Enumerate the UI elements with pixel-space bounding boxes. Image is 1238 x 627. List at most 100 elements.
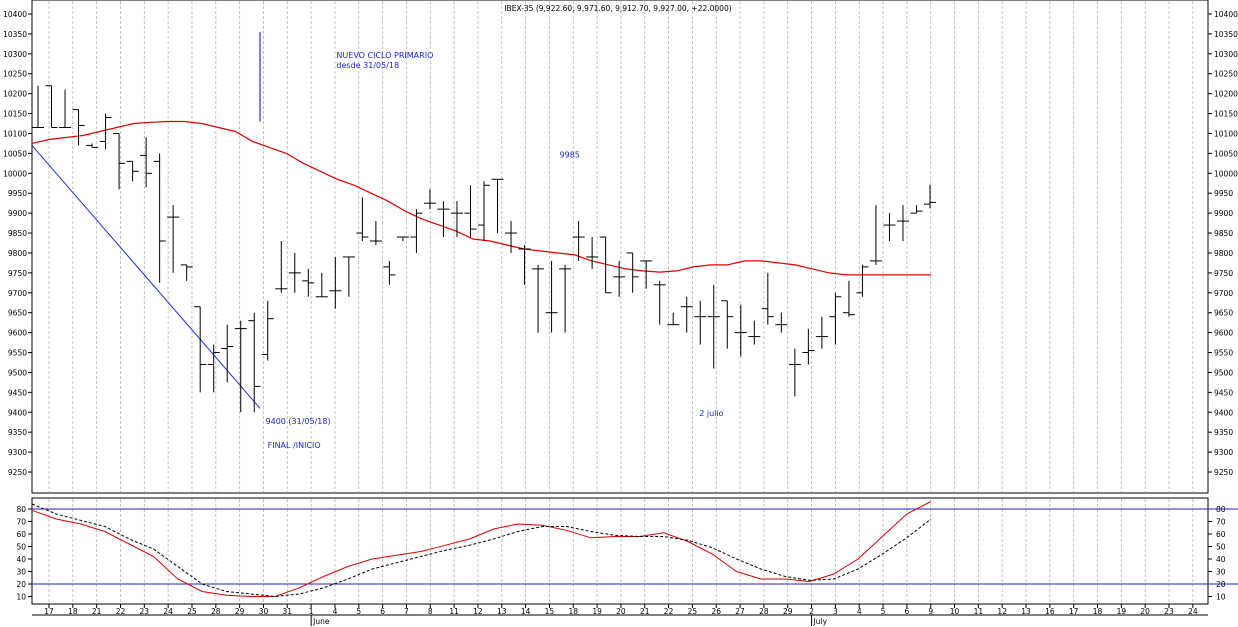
ohlc-bar [545, 260, 558, 333]
ohlc-bar [329, 256, 342, 309]
x-tick-label: 28 [759, 607, 769, 616]
y-tick-label: 9300 [1214, 448, 1233, 457]
x-tick-label: 18 [568, 607, 578, 616]
ohlc-bar [369, 221, 382, 245]
x-tick-label: 19 [1117, 607, 1127, 616]
month-label: June [312, 617, 330, 626]
y-tick-label: 9900 [1214, 209, 1233, 218]
x-tick-label: 20 [616, 607, 626, 616]
ohlc-bar [910, 205, 923, 214]
ohlc-bar [113, 132, 126, 190]
y-tick-label: 9400 [8, 408, 27, 417]
ohlc-bar [842, 280, 855, 317]
ohlc-bar [194, 306, 207, 393]
y-tick-label: 10000 [3, 169, 27, 178]
price-frame [31, 0, 1209, 494]
x-tick-label: 11 [449, 607, 459, 616]
y-tick-label: 10350 [1214, 30, 1238, 39]
y-tick-label: 9600 [8, 329, 27, 338]
y-tick-label: 9800 [8, 249, 27, 258]
ohlc-bar [788, 348, 801, 397]
x-tick-label: 20 [1140, 607, 1150, 616]
ohlc-bar [775, 312, 788, 333]
x-tick-label: 24 [1188, 607, 1198, 616]
ohlc-bar [613, 260, 626, 297]
ohlc-bar [59, 89, 72, 129]
ohlc-bar [410, 209, 423, 253]
y-tick-label: 10150 [1214, 110, 1238, 119]
y-tick-label: 9850 [1214, 229, 1233, 238]
ohlc-bar [248, 312, 261, 413]
annotation-label: FINAL /INICIO [268, 441, 321, 450]
ohlc-bar [315, 272, 328, 298]
y-tick-label: 10400 [3, 10, 27, 19]
ohlc-bar [748, 320, 761, 345]
x-tick-label: 23 [1164, 607, 1174, 616]
ohlc-bar [302, 268, 315, 297]
y-tick-label: 9600 [1214, 329, 1233, 338]
x-tick-label: 15 [545, 607, 555, 616]
ohlc-bar [167, 205, 180, 273]
ohlc-bar [734, 304, 747, 357]
y-tick-label: 40 [16, 555, 26, 564]
y-tick-label: 70 [16, 518, 26, 527]
ohlc-bar [261, 300, 274, 361]
x-tick-label: 29 [783, 607, 793, 616]
y-tick-label: 9300 [8, 448, 27, 457]
annotation-label: 9400 (31/05/18) [266, 417, 331, 426]
ohlc-bar [883, 213, 896, 242]
chart-title: IBEX-35 (9,922.60, 9,971.60, 9,912.70, 9… [504, 4, 731, 13]
ohlc-bar [640, 260, 653, 289]
ohlc-bar [626, 252, 639, 293]
y-tick-label: 20 [16, 580, 26, 589]
y-tick-label: 9650 [1214, 309, 1233, 318]
y-tick-label: 9250 [1214, 468, 1233, 477]
moving-average-line [31, 120, 931, 276]
y-tick-label: 10350 [3, 30, 27, 39]
x-tick-label: 19 [592, 607, 602, 616]
y-tick-label: 9700 [1214, 289, 1233, 298]
y-tick-label: 9850 [8, 229, 27, 238]
ohlc-bar [464, 185, 477, 238]
ohlc-bar [72, 109, 85, 146]
ohlc-bar [815, 316, 828, 349]
ohlc-bar [356, 197, 369, 242]
x-tick-label: 16 [1045, 607, 1055, 616]
ohlc-bar [32, 85, 44, 129]
x-tick-label: 2 [809, 607, 814, 616]
ohlc-bar [180, 264, 193, 281]
y-tick-label: 10050 [1214, 149, 1238, 158]
ohlc-bar [532, 264, 545, 333]
y-tick-label: 60 [1216, 530, 1226, 539]
ohlc-bar [761, 272, 774, 325]
x-tick-label: 6 [904, 607, 909, 616]
ohlc-bar [221, 324, 234, 383]
x-tick-label: 22 [116, 607, 126, 616]
x-tick-label: 5 [356, 607, 361, 616]
ohlc-bar [450, 201, 463, 238]
ohlc-bar [99, 113, 112, 150]
x-tick-label: 9 [928, 607, 933, 616]
y-tick-label: 80 [16, 505, 26, 514]
x-tick-label: 4 [857, 607, 862, 616]
x-tick-label: 21 [640, 607, 650, 616]
y-tick-label: 9650 [8, 309, 27, 318]
y-tick-label: 10200 [1214, 90, 1238, 99]
ohlc-bar [423, 189, 436, 210]
y-tick-label: 9700 [8, 289, 27, 298]
y-tick-label: 30 [16, 568, 26, 577]
y-tick-label: 9500 [1214, 368, 1233, 377]
ohlc-bar [667, 312, 680, 326]
x-tick-label: 17 [1069, 607, 1079, 616]
ohlc-bar [383, 260, 396, 285]
y-tick-label: 10000 [1214, 169, 1238, 178]
x-tick-label: 25 [688, 607, 698, 616]
x-axis: 17 18 21 22 23 24 25 28 29 30 31 1 4 5 6 7 8 11 12 13 14 15 18… [44, 604, 1198, 626]
x-tick-label: 18 [68, 607, 78, 616]
x-tick-label: 29 [235, 607, 245, 616]
x-tick-label: 13 [497, 607, 507, 616]
annotation-label: 9985 [560, 150, 580, 159]
y-tick-label: 9950 [8, 189, 27, 198]
y-tick-label: 10 [16, 593, 26, 602]
y-tick-label: 50 [16, 543, 26, 552]
